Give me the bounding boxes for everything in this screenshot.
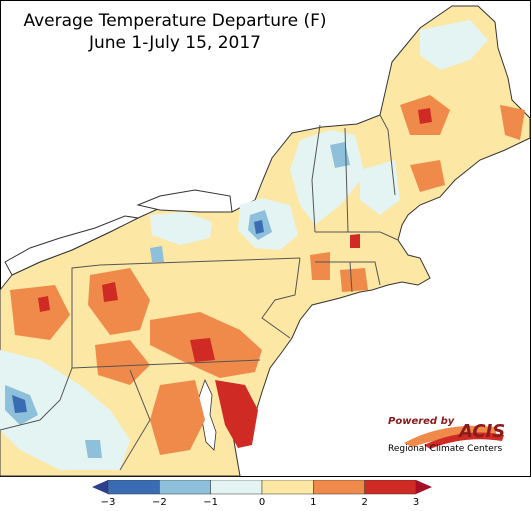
legend-bin xyxy=(210,479,263,495)
acis-swoosh-icon xyxy=(404,425,504,449)
legend-bin xyxy=(107,479,160,495)
legend-tick-label: −3 xyxy=(100,497,116,508)
temperature-map xyxy=(0,0,531,477)
legend-tick-label: −1 xyxy=(203,497,219,508)
powered-by-text: Powered by xyxy=(388,416,455,427)
legend-bin xyxy=(261,479,314,495)
legend-bin xyxy=(364,479,417,495)
lake-ontario xyxy=(136,189,233,213)
legend-tick-label: 1 xyxy=(310,497,317,508)
legend-bin xyxy=(159,479,211,495)
map-date-range: June 1-July 15, 2017 xyxy=(88,33,261,53)
hot-anomaly-areas xyxy=(38,108,432,448)
legend-tick-label: 0 xyxy=(258,497,266,508)
acis-wordmark: ACIS xyxy=(459,421,506,442)
legend-tick-label: 2 xyxy=(361,497,368,508)
cold-anomaly-areas xyxy=(5,142,350,458)
legend-colorbar xyxy=(92,479,432,495)
legend-bin xyxy=(313,479,365,495)
color-legend: −3 −2 −1 0 1 2 3 xyxy=(92,479,432,510)
state-borders xyxy=(0,114,399,471)
legend-tick-label: 3 xyxy=(412,497,420,508)
regional-climate-centers-text: Regional Climate Centers xyxy=(388,444,503,454)
legend-tick-label: −2 xyxy=(151,497,167,508)
legend-arrow-low xyxy=(92,480,108,494)
lake-erie xyxy=(4,215,140,276)
map-title: Average Temperature Departure (F) xyxy=(23,11,327,31)
acis-logo: Powered by ACIS Regional Climate Centers xyxy=(384,413,516,459)
legend-arrow-high xyxy=(416,480,432,494)
